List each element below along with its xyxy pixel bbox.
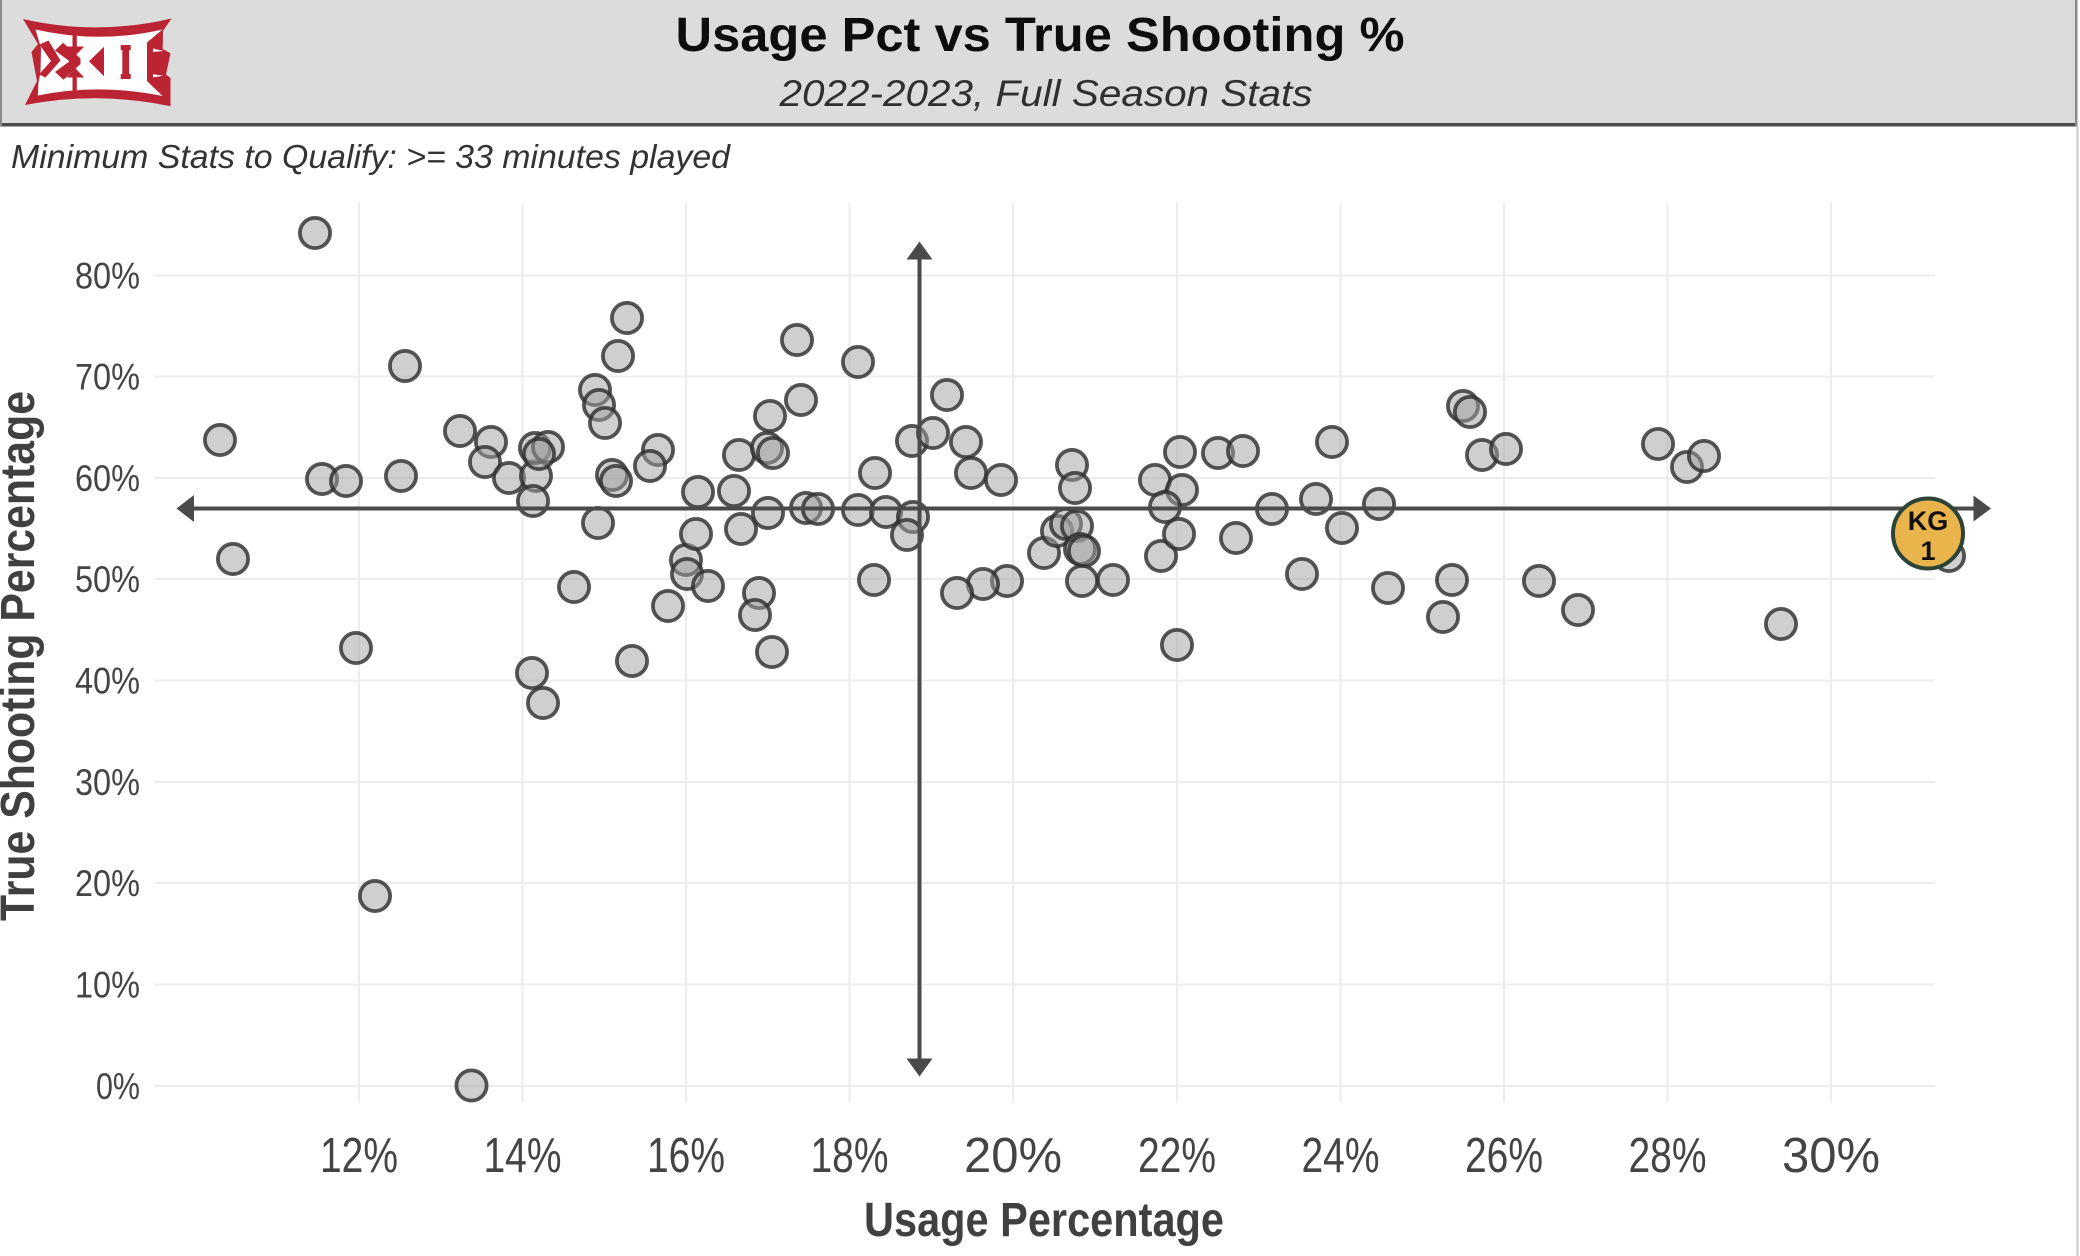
- svg-text:KG: KG: [1908, 506, 1949, 536]
- svg-text:0%: 0%: [96, 1066, 140, 1107]
- svg-text:20%: 20%: [964, 1129, 1062, 1183]
- svg-text:30%: 30%: [75, 762, 140, 803]
- svg-text:12%: 12%: [320, 1129, 398, 1183]
- svg-text:80%: 80%: [75, 256, 140, 297]
- svg-text:16%: 16%: [647, 1129, 725, 1183]
- svg-text:Usage Pct vs True Shooting %: Usage Pct vs True Shooting %: [676, 9, 1405, 62]
- svg-text:14%: 14%: [484, 1129, 562, 1183]
- svg-text:70%: 70%: [75, 357, 140, 398]
- svg-text:Minimum Stats to Qualify: >= 3: Minimum Stats to Qualify: >= 33 minutes …: [11, 138, 732, 175]
- svg-text:True Shooting Percentage: True Shooting Percentage: [0, 391, 45, 921]
- svg-text:22%: 22%: [1138, 1129, 1216, 1183]
- svg-text:24%: 24%: [1302, 1129, 1380, 1183]
- svg-text:10%: 10%: [75, 965, 140, 1006]
- svg-text:2022-2023, Full Season Stats: 2022-2023, Full Season Stats: [778, 73, 1312, 114]
- svg-text:1: 1: [1920, 536, 1935, 566]
- svg-text:Usage Percentage: Usage Percentage: [864, 1194, 1224, 1247]
- svg-text:30%: 30%: [1782, 1129, 1880, 1183]
- svg-text:26%: 26%: [1465, 1129, 1543, 1183]
- svg-text:18%: 18%: [811, 1129, 889, 1183]
- svg-text:60%: 60%: [75, 458, 140, 499]
- svg-text:40%: 40%: [75, 661, 140, 702]
- svg-text:28%: 28%: [1629, 1129, 1707, 1183]
- svg-text:20%: 20%: [75, 863, 140, 904]
- svg-text:50%: 50%: [75, 559, 140, 600]
